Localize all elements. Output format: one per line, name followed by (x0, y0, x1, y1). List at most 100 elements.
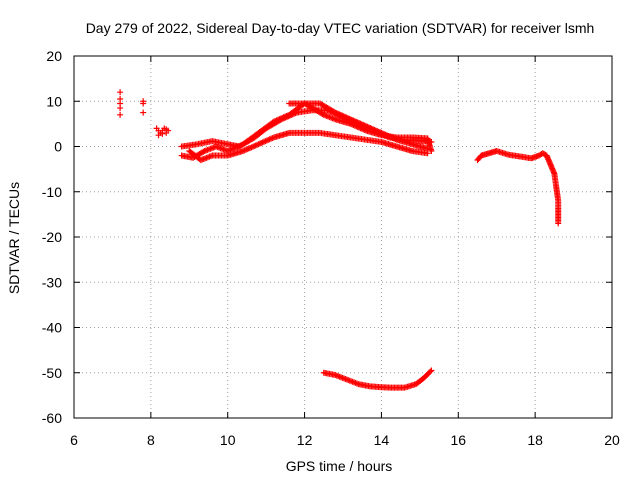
data-point (140, 109, 147, 116)
data-point (331, 108, 338, 115)
data-point (336, 111, 343, 118)
data-point (339, 112, 346, 119)
y-tick-label: -60 (42, 410, 62, 426)
data-points (117, 89, 562, 391)
data-point (261, 138, 268, 145)
data-point (427, 368, 434, 375)
data-point (354, 123, 361, 130)
data-point (237, 142, 244, 149)
series-track-c (186, 129, 431, 164)
data-point (266, 136, 273, 143)
data-point (245, 145, 252, 152)
data-point (276, 116, 283, 123)
data-point (240, 148, 247, 155)
x-tick-label: 20 (604, 432, 620, 448)
y-tick-label: -40 (42, 320, 62, 336)
series-cluster-8.3 (153, 125, 172, 139)
y-tick-label: -10 (42, 184, 62, 200)
data-point (256, 140, 263, 147)
data-point (269, 135, 276, 142)
x-tick-label: 10 (220, 432, 236, 448)
data-point (230, 145, 237, 152)
x-tick-label: 16 (450, 432, 466, 448)
x-tick-label: 18 (527, 432, 543, 448)
data-point (358, 125, 365, 132)
data-point (242, 146, 249, 153)
data-point (268, 135, 275, 142)
data-point (277, 115, 284, 122)
x-tick-label: 14 (374, 432, 390, 448)
data-point (117, 89, 124, 96)
data-point (159, 130, 166, 137)
data-point (249, 143, 256, 150)
data-point (357, 125, 364, 132)
plot-frame (73, 55, 613, 419)
data-point (273, 117, 280, 124)
data-point (265, 136, 272, 143)
series-isolated-early (117, 89, 147, 118)
data-point (333, 110, 340, 117)
data-point (258, 140, 265, 147)
data-point (228, 146, 235, 153)
data-point (555, 220, 562, 227)
data-point (163, 126, 170, 133)
series-track-low (320, 367, 435, 391)
data-point (332, 109, 339, 116)
y-tick-label: -30 (42, 274, 62, 290)
y-tick-label: -20 (42, 229, 62, 245)
data-point (283, 113, 290, 120)
data-point (254, 141, 261, 148)
x-tick-label: 6 (70, 432, 78, 448)
data-point (234, 143, 241, 150)
data-point (247, 144, 254, 151)
data-point (155, 132, 162, 139)
data-point (117, 105, 124, 112)
data-point (231, 144, 238, 151)
y-axis-label: SDTVAR / TECUs (6, 182, 22, 294)
data-point (117, 111, 124, 118)
data-point (349, 121, 356, 128)
data-point (255, 141, 262, 148)
data-point (360, 126, 367, 133)
data-point (272, 117, 279, 124)
data-point (428, 367, 435, 374)
data-point (282, 113, 289, 120)
x-axis-label: GPS time / hours (286, 458, 393, 474)
data-point (342, 113, 349, 120)
data-point (235, 143, 242, 150)
y-tick-label: 0 (54, 139, 62, 155)
data-point (140, 100, 147, 107)
data-point (361, 127, 368, 134)
data-point (340, 113, 347, 120)
x-tick-label: 8 (147, 432, 155, 448)
chart-title: Day 279 of 2022, Sidereal Day-to-day VTE… (86, 20, 595, 36)
data-point (244, 146, 251, 153)
data-point (353, 123, 360, 130)
data-point (335, 110, 342, 117)
data-point (241, 147, 248, 154)
series-track-late (474, 148, 562, 227)
data-point (262, 138, 269, 145)
data-point (424, 150, 431, 157)
data-point (343, 114, 350, 121)
y-tick-label: 10 (46, 93, 62, 109)
data-point (356, 124, 363, 131)
data-point (270, 118, 277, 125)
data-point (280, 114, 287, 121)
series-track-d (286, 100, 435, 155)
data-point (275, 116, 282, 123)
data-point (233, 144, 240, 151)
y-tick-label: 20 (46, 48, 62, 64)
x-tick-label: 12 (297, 432, 313, 448)
data-point (200, 148, 207, 155)
data-point (251, 143, 258, 150)
data-point (351, 122, 358, 129)
data-point (259, 139, 266, 146)
data-point (350, 122, 357, 129)
data-point (252, 142, 259, 149)
data-point (319, 111, 326, 118)
data-point (279, 114, 286, 121)
data-point (263, 137, 270, 144)
